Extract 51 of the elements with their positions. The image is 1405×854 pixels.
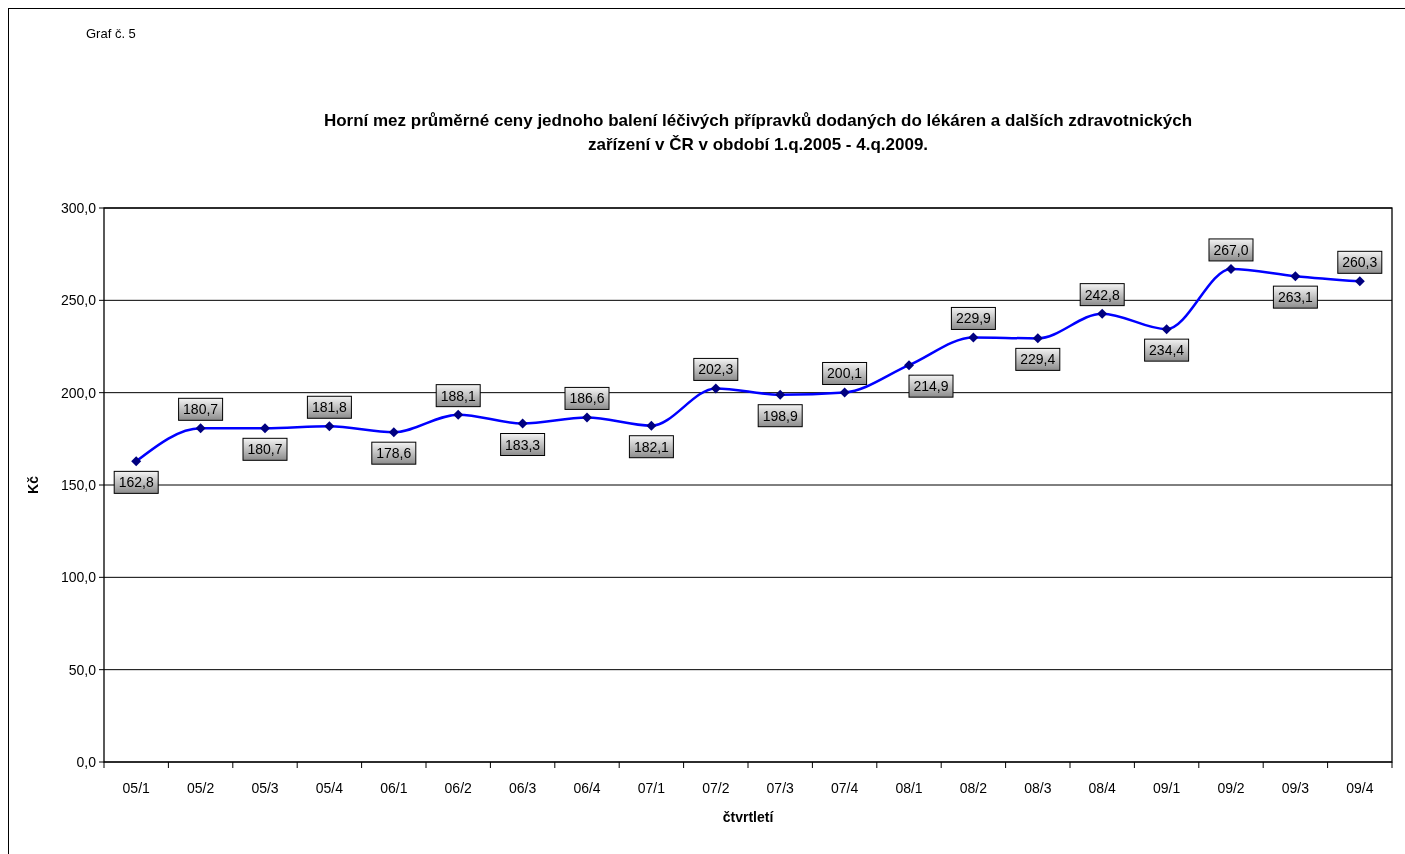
data-label: 242,8 <box>1084 286 1120 303</box>
x-tick-label: 05/1 <box>122 780 151 796</box>
x-tick-label: 09/1 <box>1152 780 1181 796</box>
x-tick-label: 05/2 <box>186 780 215 796</box>
data-label: 229,4 <box>1020 351 1056 368</box>
data-label: 198,9 <box>762 407 798 424</box>
y-tick-label: 50,0 <box>68 661 97 678</box>
data-label: 263,1 <box>1277 289 1314 306</box>
data-label: 183,3 <box>505 436 541 453</box>
x-tick-label: 06/2 <box>444 780 473 796</box>
x-tick-label: 07/4 <box>830 780 859 796</box>
data-label: 234,4 <box>1149 342 1185 359</box>
data-label: 186,6 <box>569 390 605 407</box>
x-tick-label: 09/4 <box>1346 780 1374 796</box>
data-label: 181,8 <box>311 399 348 416</box>
data-label: 180,7 <box>247 441 283 458</box>
x-tick-label: 06/3 <box>508 780 537 796</box>
x-tick-label: 06/1 <box>380 780 408 796</box>
x-tick-label: 08/3 <box>1024 780 1052 796</box>
y-tick-label: 200,0 <box>60 384 97 401</box>
x-axis-title: čtvrtletí <box>722 809 775 825</box>
y-tick-label: 300,0 <box>60 200 97 216</box>
data-label: 214,9 <box>913 378 949 395</box>
text: Graf č. 5 <box>86 26 136 41</box>
x-tick-label: 07/3 <box>766 780 795 796</box>
x-tick-label: 09/3 <box>1281 780 1310 796</box>
x-tick-label: 09/2 <box>1217 780 1245 796</box>
data-label: 202,3 <box>698 361 734 378</box>
y-tick-label: 0,0 <box>76 754 97 770</box>
x-tick-label: 06/4 <box>573 780 601 796</box>
x-tick-label: 08/4 <box>1088 780 1117 796</box>
data-label: 188,1 <box>440 387 476 404</box>
data-label: 178,6 <box>376 445 412 462</box>
chart-title: Horní mez průměrné ceny jednoho balení léčivých přípravků dodaných do lékáren a dalších zdravotnických zařízení v ČR v období 1.q.2005 - 4.q.2009. <box>323 111 1193 154</box>
data-label: 180,7 <box>183 401 219 418</box>
data-label: 267,0 <box>1213 241 1249 258</box>
x-tick-label: 07/1 <box>637 780 666 796</box>
x-tick-label: 08/1 <box>895 780 923 796</box>
data-label: 229,9 <box>955 310 992 327</box>
x-tick-label: 08/2 <box>959 780 988 796</box>
data-label: 162,8 <box>118 474 154 491</box>
x-tick-label: 07/2 <box>702 780 730 796</box>
y-tick-label: 150,0 <box>60 477 97 493</box>
y-axis-title: Kč <box>25 475 41 494</box>
x-tick-label: 05/4 <box>315 780 344 796</box>
x-tick-label: 05/3 <box>251 780 279 796</box>
data-label: 182,1 <box>633 438 670 455</box>
y-tick-label: 100,0 <box>60 569 97 586</box>
data-label: 200,1 <box>827 365 863 382</box>
data-label: 260,3 <box>1342 254 1378 271</box>
y-tick-label: 250,0 <box>60 292 97 309</box>
